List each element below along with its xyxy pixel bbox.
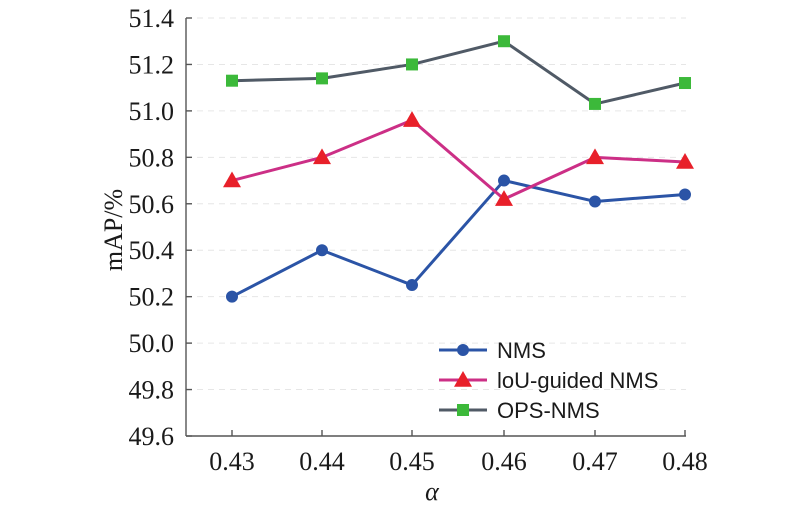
data-point: [498, 35, 510, 48]
data-point: [589, 97, 601, 110]
legend-marker: [457, 344, 469, 356]
data-point: [495, 190, 513, 206]
x-axis-title: α: [425, 477, 440, 506]
legend: NMS loU-guided NMS OPS-NMS: [439, 338, 658, 423]
data-point: [313, 148, 331, 165]
series-line: [231, 118, 686, 201]
data-point: [676, 152, 694, 169]
legend-label: NMS: [497, 338, 546, 363]
legend-label: OPS-NMS: [497, 398, 600, 423]
tick-labels: 49.6 49.8 50.0 50.2 50.4 50.6 50.8 51.0 51.2 51.4…: [129, 4, 708, 476]
series-lines: [223, 35, 694, 303]
y-tick-label: 51.0: [129, 97, 175, 126]
x-tick-label: 0.47: [572, 447, 618, 476]
legend-item: NMS: [439, 338, 546, 363]
data-point: [586, 148, 604, 165]
series-2: [223, 111, 694, 206]
y-tick-label: 51.2: [129, 50, 175, 79]
data-point: [403, 111, 421, 127]
legend-marker: [454, 371, 472, 387]
data-point: [679, 77, 691, 90]
y-tick-label: 50.2: [129, 283, 175, 312]
series-line: [231, 179, 686, 298]
y-tick-label: 51.4: [129, 4, 175, 33]
data-point: [223, 171, 241, 188]
y-tick-label: 50.4: [129, 236, 175, 265]
data-point: [316, 244, 328, 257]
legend-item: loU-guided NMS: [439, 368, 658, 393]
data-point: [498, 174, 510, 187]
series-3: [226, 35, 691, 110]
data-point: [406, 279, 418, 292]
legend-marker: [457, 404, 469, 416]
y-tick-label: 49.8: [129, 376, 175, 405]
y-tick-label: 50.6: [129, 190, 175, 219]
series-line: [231, 39, 686, 106]
y-tick-label: 50.0: [129, 329, 175, 358]
y-tick-label: 50.8: [129, 143, 175, 172]
x-tick-label: 0.48: [662, 447, 708, 476]
legend-label: loU-guided NMS: [497, 368, 658, 393]
legend-item: OPS-NMS: [439, 398, 600, 423]
grid-lines: [186, 17, 686, 391]
data-point: [679, 188, 691, 201]
series-1: [226, 174, 691, 303]
data-point: [406, 58, 418, 71]
x-tick-label: 0.46: [481, 447, 527, 476]
axes: [185, 17, 686, 437]
data-point: [589, 195, 601, 208]
data-point: [316, 72, 328, 85]
data-point: [226, 74, 238, 87]
x-tick-label: 0.43: [209, 447, 255, 476]
y-tick-label: 49.6: [129, 422, 175, 451]
x-tick-label: 0.44: [299, 447, 345, 476]
y-axis-title: mAP/%: [99, 189, 128, 271]
data-point: [226, 290, 238, 303]
x-tick-label: 0.45: [389, 447, 435, 476]
